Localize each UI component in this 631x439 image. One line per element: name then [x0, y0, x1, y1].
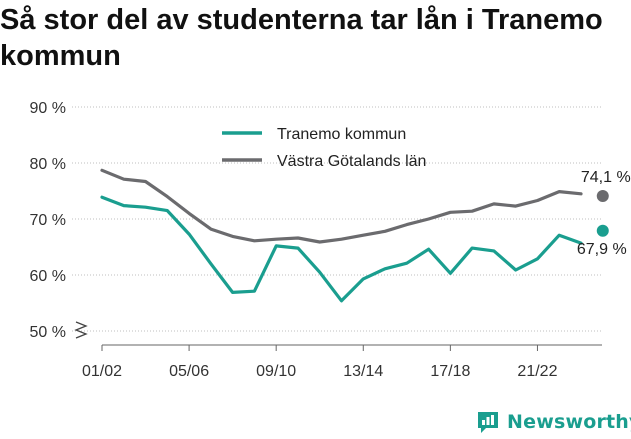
x-tick-label: 01/02 [82, 363, 122, 380]
series-line-0 [100, 195, 583, 303]
legend-label: Västra Götalands län [277, 153, 426, 170]
end-point-marker [596, 224, 609, 237]
end-value-label: 74,1 % [581, 169, 631, 186]
axis-break-icon [74, 321, 88, 339]
legend-label: Tranemo kommun [277, 126, 406, 143]
end-point-marker [596, 190, 609, 203]
brand-name: Newsworthy [507, 411, 631, 433]
x-tick-label: 21/22 [517, 363, 557, 380]
y-tick-label: 70 % [30, 212, 66, 229]
x-tick-label: 17/18 [430, 363, 470, 380]
end-value-label: 67,9 % [577, 241, 627, 258]
newsworthy-icon [478, 412, 498, 433]
series-line-1 [100, 168, 583, 244]
chart-title: Så stor del av studenterna tar lån i Tra… [0, 4, 603, 72]
y-tick-label: 80 % [30, 156, 66, 173]
y-tick-label: 60 % [30, 268, 66, 285]
x-tick-label: 05/06 [169, 363, 209, 380]
x-tick-label: 09/10 [256, 363, 296, 380]
x-tick-label: 13/14 [343, 363, 383, 380]
y-tick-label: 90 % [30, 100, 66, 117]
brand-logo: Newsworthy [475, 407, 631, 437]
y-tick-label: 50 % [30, 324, 66, 341]
